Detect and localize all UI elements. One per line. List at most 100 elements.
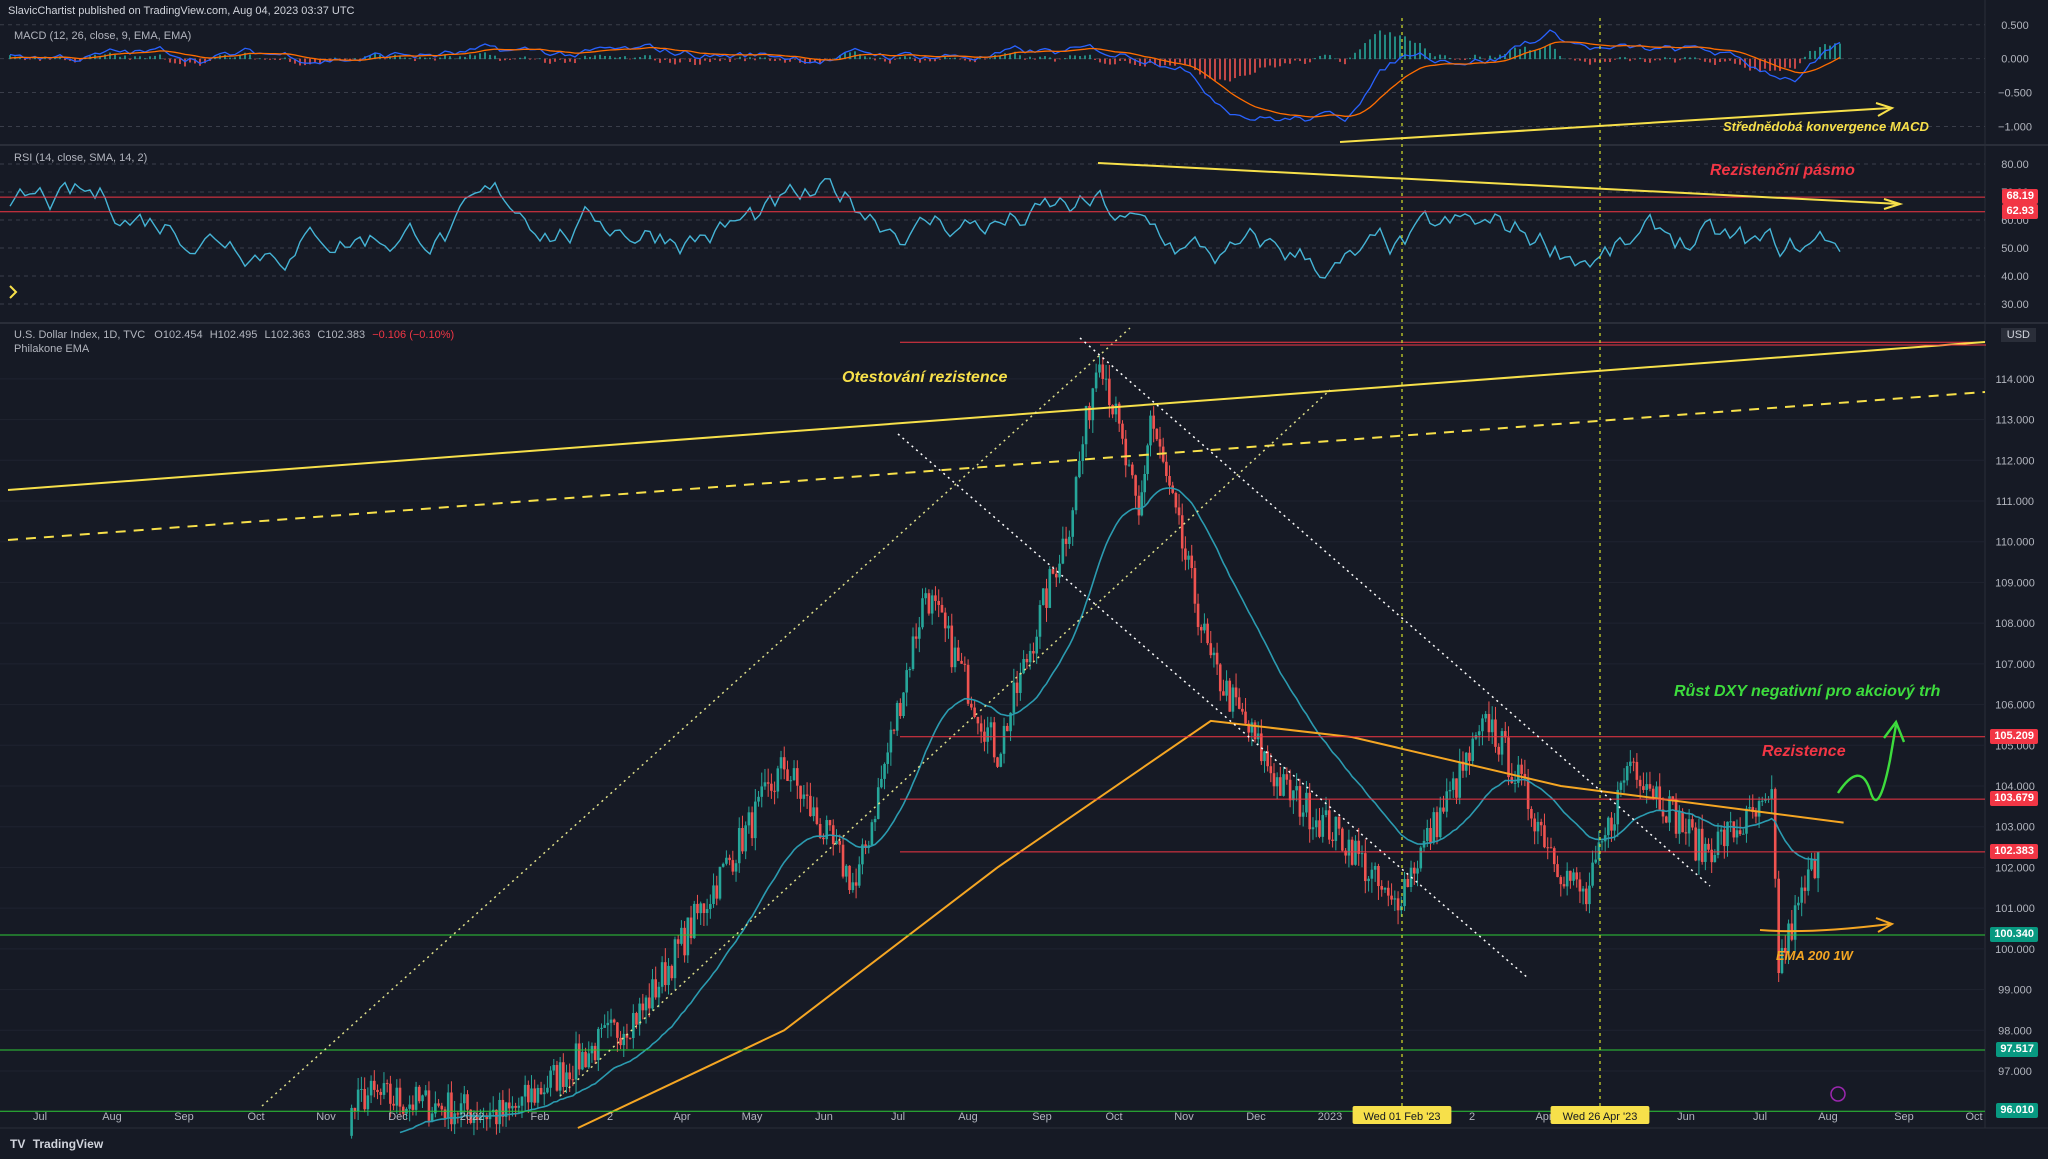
macd-histogram-bar <box>499 58 501 61</box>
indicator-label[interactable]: Philakone EMA <box>14 343 90 355</box>
candle-body <box>805 794 809 796</box>
candle-body <box>831 825 835 845</box>
candle-body <box>1012 682 1016 713</box>
time-axis-label: Dec <box>1246 1111 1266 1123</box>
macd-histogram-bar <box>1109 58 1111 65</box>
macd-histogram-bar <box>79 58 81 62</box>
brand-name: TradingView <box>32 1137 104 1151</box>
macd-histogram-bar <box>1254 58 1256 73</box>
candle-body <box>622 1033 626 1046</box>
candle-body <box>943 612 947 629</box>
candle-body <box>1481 718 1484 732</box>
macd-histogram-bar <box>1209 58 1211 79</box>
candle-body <box>1165 461 1168 476</box>
macd-histogram-bar <box>534 58 536 60</box>
macd-histogram-bar <box>1654 58 1656 61</box>
macd-histogram-bar <box>1509 49 1511 60</box>
grid-lines <box>0 0 2048 1129</box>
candle-body <box>1607 817 1610 836</box>
macd-histogram-bar <box>879 57 881 60</box>
macd-line <box>9 29 1841 123</box>
candle-body <box>702 903 706 914</box>
price-axis-label: 109.000 <box>1995 577 2035 589</box>
candle-body <box>979 723 983 732</box>
candle-body <box>1051 569 1055 574</box>
candle-body <box>546 1087 549 1093</box>
candle-body <box>1477 731 1481 736</box>
macd-histogram-bar <box>604 55 606 60</box>
ema-arrowhead <box>1875 917 1895 933</box>
candle-body <box>1377 866 1380 887</box>
macd-histogram-bar <box>54 58 56 60</box>
candle-body <box>392 1103 395 1106</box>
symbol-legend[interactable]: U.S. Dollar Index, 1D, TVC O102.454 H102… <box>14 329 454 341</box>
tradingview-brand[interactable]: TV TradingView <box>10 1137 103 1151</box>
candle-body <box>835 840 838 845</box>
candle-body <box>1234 687 1238 698</box>
macd-histogram-bar <box>1674 58 1676 63</box>
candle-body <box>1334 816 1338 841</box>
candle-body <box>600 1027 603 1029</box>
candle-body <box>1101 364 1105 379</box>
candle-body <box>414 1086 418 1110</box>
macd-histogram-bar <box>1034 58 1036 60</box>
candle-body <box>966 664 970 704</box>
candle-body <box>530 1088 533 1103</box>
currency-badge[interactable]: USD <box>2000 328 2036 342</box>
macd-histogram-bar <box>714 58 716 60</box>
rsi-axis-label: 80.00 <box>2001 159 2029 171</box>
macd-histogram-bar <box>1099 58 1101 63</box>
macd-histogram-bar <box>454 58 456 60</box>
macd-histogram-bar <box>1479 56 1481 60</box>
candle-body <box>1025 658 1029 663</box>
candle-body <box>870 822 874 846</box>
candle-body <box>873 818 877 823</box>
candle-body <box>574 1043 578 1080</box>
time-axis-label: 2023 <box>1318 1111 1342 1123</box>
macd-histogram-bar <box>144 58 146 60</box>
candle-body <box>1713 854 1717 863</box>
candle-body <box>1028 651 1032 663</box>
macd-histogram-bar <box>1764 58 1766 69</box>
macd-histogram-bar <box>34 57 36 60</box>
candle-body <box>657 986 661 998</box>
macd-histogram-bar <box>1049 57 1051 60</box>
macd-indicator-label[interactable]: MACD (12, 26, close, 9, EMA, EMA) <box>14 30 192 42</box>
macd-histogram-bar <box>919 58 921 63</box>
macd-histogram-bar <box>1379 30 1381 60</box>
candle-body <box>680 927 683 944</box>
macd-histogram-bar <box>609 55 611 60</box>
candle-body <box>1716 831 1720 855</box>
candle-body <box>1263 751 1266 762</box>
candle-body <box>1127 464 1131 466</box>
macd-histogram-bar <box>849 52 851 60</box>
candle-body <box>1393 898 1397 900</box>
macd-axis-label: −0.500 <box>1998 88 2032 100</box>
candle-body <box>973 707 976 717</box>
candle-body <box>1813 858 1817 879</box>
rsi-indicator-label[interactable]: RSI (14, close, SMA, 14, 2) <box>14 152 148 164</box>
candle-body <box>475 1114 479 1120</box>
macd-histogram-bar <box>1329 55 1331 60</box>
candle-body <box>715 885 719 899</box>
macd-histogram-bar <box>704 58 706 61</box>
macd-histogram-bar <box>1784 58 1786 68</box>
candle-body <box>597 1028 600 1061</box>
candle-body <box>495 1109 498 1125</box>
candle-body <box>1687 819 1691 834</box>
candle-body <box>914 636 918 639</box>
macd-histogram-bar <box>1459 58 1461 60</box>
candle-body <box>533 1088 536 1103</box>
macd-histogram-bar <box>819 58 821 64</box>
candle-body <box>986 727 990 742</box>
price-axis-label: 97.000 <box>1998 1066 2032 1078</box>
price-tag: 105.209 <box>1990 728 2038 744</box>
macd-histogram-bar <box>1129 58 1131 64</box>
macd-histogram-bar <box>504 58 506 61</box>
macd-histogram-bar <box>1039 56 1041 60</box>
price-axis-label: 113.000 <box>1996 415 2035 427</box>
macd-histogram-bar <box>1369 39 1371 60</box>
candle-body <box>992 722 996 758</box>
candle-body <box>721 863 725 867</box>
